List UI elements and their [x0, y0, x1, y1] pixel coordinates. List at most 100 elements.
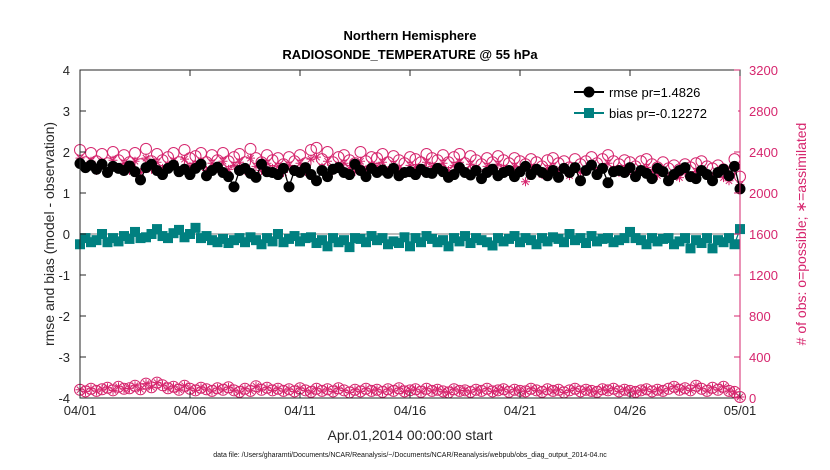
assimilated-obs-point	[482, 161, 492, 171]
rmse-point	[135, 174, 146, 186]
rmse-point	[96, 158, 108, 170]
assimilated-obs-point	[422, 157, 431, 167]
legend-rmse-label: rmse pr=1.4826	[609, 85, 700, 100]
bias-point	[328, 233, 338, 244]
assimilated-obs-point	[136, 168, 145, 177]
y-tick-label: -2	[58, 309, 70, 324]
assimilated-obs-point	[647, 168, 657, 177]
y-tick-label: -1	[58, 268, 70, 283]
assimilated-obs-point	[510, 161, 519, 171]
assimilated-surface-obs-point	[680, 383, 690, 393]
assimilated-surface-obs-point	[708, 383, 717, 393]
x-tick-label: 04/06	[174, 403, 207, 418]
assimilated-surface-obs-point	[136, 384, 145, 394]
x-tick-label: 04/21	[504, 403, 537, 418]
assimilated-obs-point	[378, 157, 387, 167]
assimilated-obs-point	[339, 158, 349, 168]
assimilated-obs-point	[229, 160, 239, 170]
bias-point	[141, 232, 151, 243]
assimilated-surface-obs-point	[372, 385, 382, 395]
bias-point	[339, 235, 349, 246]
assimilated-obs-point	[576, 168, 585, 177]
bias-point	[300, 233, 311, 244]
assimilated-surface-obs-point	[636, 385, 646, 395]
assimilated-surface-obs-point	[339, 385, 349, 395]
assimilated-surface-obs-point	[532, 385, 541, 395]
bias-point	[80, 233, 91, 244]
assimilated-obs-point	[262, 158, 272, 168]
bias-point	[636, 235, 646, 246]
bias-point	[619, 233, 630, 244]
assimilated-surface-obs-point	[504, 387, 514, 397]
assimilated-surface-obs-point	[719, 382, 728, 392]
bias-point	[399, 232, 410, 243]
assimilated-surface-obs-point	[625, 386, 635, 396]
assimilated-surface-obs-point	[675, 385, 684, 395]
assimilated-surface-obs-point	[570, 384, 580, 394]
bias-point	[223, 238, 234, 249]
bias-point	[515, 237, 525, 248]
bias-point	[278, 237, 289, 248]
assimilated-surface-obs-point	[477, 386, 486, 396]
bias-point	[306, 232, 316, 243]
assimilated-surface-obs-point	[565, 385, 574, 395]
assimilated-obs-point	[224, 164, 233, 174]
bias-point	[130, 226, 140, 237]
bias-point	[119, 231, 129, 242]
y-right-tick-label: 3200	[749, 63, 778, 78]
bias-point	[454, 236, 465, 247]
y-right-tick-label: 2400	[749, 145, 778, 160]
bias-point	[713, 235, 723, 246]
y-right-tick-label: 1600	[749, 227, 778, 242]
bias-point	[174, 224, 184, 235]
bias-point	[526, 235, 536, 246]
bias-point	[674, 236, 685, 247]
assimilated-surface-obs-point	[191, 385, 200, 395]
assimilated-obs-point	[554, 166, 563, 176]
assimilated-obs-point	[543, 163, 552, 173]
bias-point	[493, 233, 503, 244]
bias-point	[509, 231, 520, 242]
bias-point	[421, 231, 432, 242]
assimilated-surface-obs-point	[554, 385, 563, 395]
chart-title: Northern Hemisphere	[344, 28, 477, 43]
assimilated-obs-point	[130, 156, 140, 166]
bias-point	[251, 235, 261, 246]
assimilated-surface-obs-point	[510, 385, 519, 395]
bias-point	[333, 237, 344, 248]
assimilated-surface-obs-point	[251, 381, 261, 391]
bias-point	[603, 233, 613, 244]
bias-point	[707, 243, 718, 254]
bias-point	[465, 238, 476, 249]
assimilated-surface-obs-point	[471, 385, 481, 395]
bias-point	[185, 229, 195, 239]
assimilated-surface-obs-point	[383, 384, 393, 394]
assimilated-surface-obs-point	[345, 387, 354, 397]
rmse-point	[707, 175, 718, 187]
rmse-point	[470, 164, 482, 176]
assimilated-obs-point	[405, 160, 415, 170]
bias-point	[157, 231, 168, 242]
bias-point	[97, 229, 107, 239]
rmse-point	[250, 171, 262, 183]
assimilated-obs-point	[691, 166, 701, 176]
assimilated-surface-obs-point	[92, 386, 101, 396]
bias-point	[212, 237, 223, 248]
bias-point	[124, 233, 135, 244]
bias-point	[460, 231, 470, 242]
assimilated-surface-obs-point	[482, 384, 492, 394]
assimilated-surface-obs-point	[312, 384, 321, 394]
assimilated-surface-obs-point	[235, 387, 244, 397]
bias-point	[564, 229, 575, 239]
rmse-point	[646, 173, 658, 185]
bias-point	[113, 236, 124, 247]
assimilated-obs-point	[372, 161, 382, 171]
y-tick-label: -3	[58, 350, 70, 365]
assimilated-surface-obs-point	[466, 387, 475, 397]
rmse-point	[602, 177, 614, 189]
rmse-point	[228, 181, 240, 193]
rmse-point	[729, 160, 740, 172]
x-tick-label: 04/01	[64, 403, 97, 418]
assimilated-obs-point	[295, 158, 305, 168]
